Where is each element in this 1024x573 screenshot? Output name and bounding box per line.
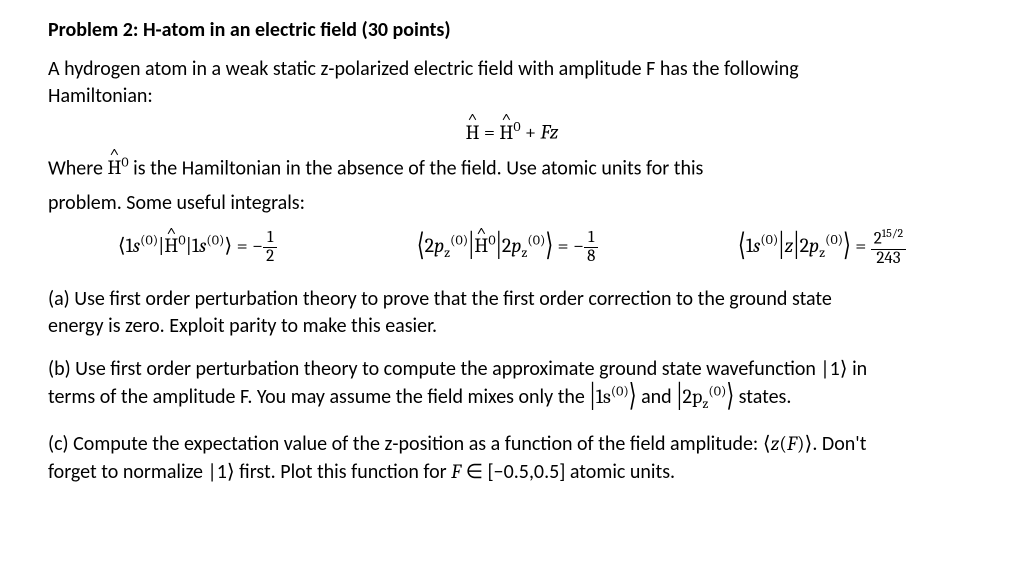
integrals-row: ⟨1s(0)|H0|1s(0)⟩ = −12 ⟨2pz(0)|H0|2pz(0)… bbox=[48, 227, 976, 267]
integral-2: ⟨2pz(0)|H0|2pz(0)⟩ = −18 bbox=[417, 229, 599, 266]
integral-1: ⟨1s(0)|H0|1s(0)⟩ = −12 bbox=[118, 229, 277, 266]
part-a-line-2: energy is zero. Exploit parity to make t… bbox=[48, 314, 437, 338]
part-b-line-1: (b) Use first order perturbation theory … bbox=[48, 357, 867, 381]
problem-page: Problem 2: H-atom in an electric field (… bbox=[0, 0, 1024, 512]
part-a: (a) Use first order perturbation theory … bbox=[48, 286, 976, 340]
hamiltonian-equation: H = H0 + Fz bbox=[48, 118, 976, 144]
where-line-2: problem. Some useful integrals: bbox=[48, 190, 976, 217]
part-c-line-1: (c) Compute the expectation value of the… bbox=[48, 432, 866, 456]
problem-title: Problem 2: H-atom in an electric field (… bbox=[48, 18, 976, 42]
intro-line-2: Hamiltonian: bbox=[48, 84, 153, 108]
part-b: (b) Use first order perturbation theory … bbox=[48, 356, 976, 415]
part-c: (c) Compute the expectation value of the… bbox=[48, 430, 976, 486]
integral-3: ⟨1s(0)|z|2pz(0)⟩ = 215/2243 bbox=[738, 227, 906, 267]
part-a-line-1: (a) Use first order perturbation theory … bbox=[48, 287, 832, 311]
intro-paragraph: A hydrogen atom in a weak static z-polar… bbox=[48, 56, 976, 110]
part-b-line-2: terms of the amplitude F. You may assume… bbox=[48, 385, 791, 409]
part-c-line-2: forget to normalize |1⟩ first. Plot this… bbox=[48, 460, 675, 484]
where-line-1: Where H0 is the Hamiltonian in the absen… bbox=[48, 154, 976, 183]
intro-line-1: A hydrogen atom in a weak static z-polar… bbox=[48, 57, 799, 81]
